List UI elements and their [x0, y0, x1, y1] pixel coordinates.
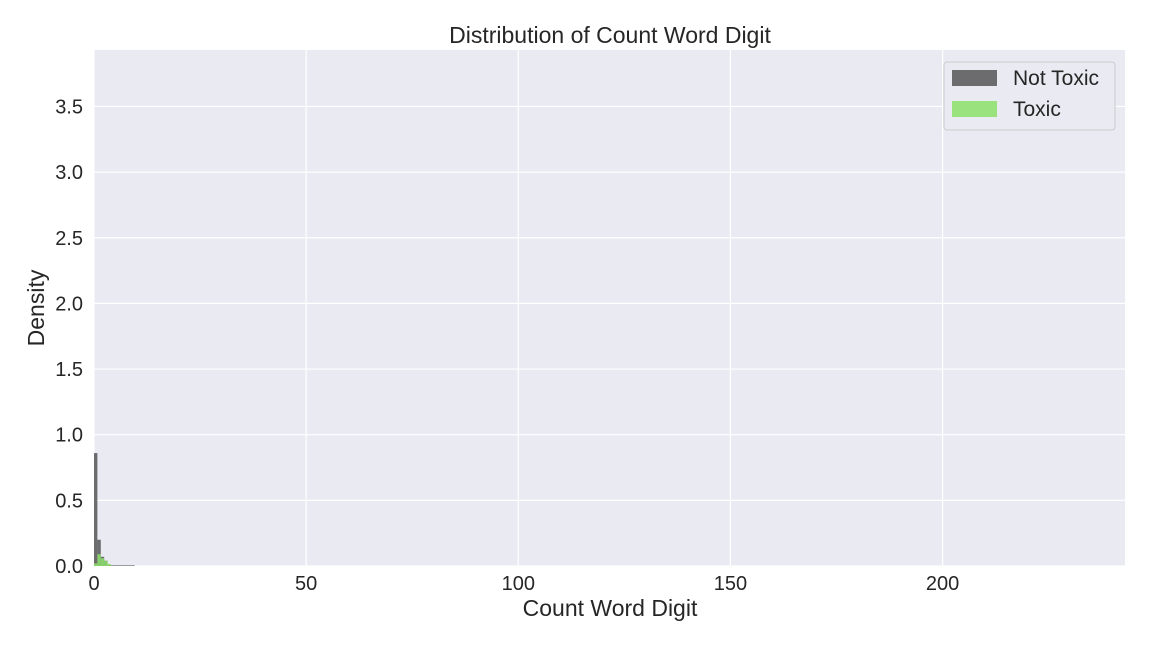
x-tick-label: 200 — [926, 573, 959, 595]
bar-toxic — [100, 558, 105, 566]
legend: Not Toxic Toxic — [943, 61, 1116, 131]
gridlines — [93, 50, 1125, 567]
y-axis-label: Density — [23, 269, 49, 346]
legend-swatch-toxic — [952, 101, 997, 117]
y-tick-label: 0.0 — [55, 556, 83, 578]
legend-label-not-toxic: Not Toxic — [1013, 67, 1099, 90]
y-tick-label: 1.5 — [55, 359, 83, 381]
x-axis-label: Count Word Digit — [523, 595, 698, 621]
y-tick-label: 3.0 — [55, 162, 83, 184]
bar-toxic — [104, 560, 108, 566]
chart-title: Distribution of Count Word Digit — [449, 22, 771, 48]
bar-toxic — [97, 554, 101, 566]
x-tick-label: 50 — [295, 573, 317, 595]
y-tick-label: 1.0 — [55, 425, 83, 447]
bar-toxic — [94, 563, 98, 566]
bar-toxic — [107, 564, 111, 566]
x-tick-label: 150 — [714, 573, 747, 595]
legend-swatch-not-toxic — [952, 70, 997, 86]
bar-not-toxic — [110, 565, 135, 566]
legend-label-toxic: Toxic — [1013, 98, 1061, 121]
x-tick-labels: 0 50 100 150 200 — [88, 573, 959, 595]
bars — [94, 453, 135, 566]
x-tick-label: 100 — [502, 573, 535, 595]
y-tick-label: 2.0 — [55, 293, 83, 315]
plot-area — [94, 50, 1125, 566]
bar-not-toxic — [94, 453, 98, 566]
y-tick-label: 3.5 — [55, 96, 83, 118]
y-tick-label: 2.5 — [55, 228, 83, 250]
bar-not-toxic — [97, 539, 101, 566]
y-tick-label: 0.5 — [55, 490, 83, 512]
y-tick-labels: 0.0 0.5 1.0 1.5 2.0 2.5 3.0 3.5 — [55, 96, 83, 578]
x-tick-label: 0 — [88, 573, 99, 595]
